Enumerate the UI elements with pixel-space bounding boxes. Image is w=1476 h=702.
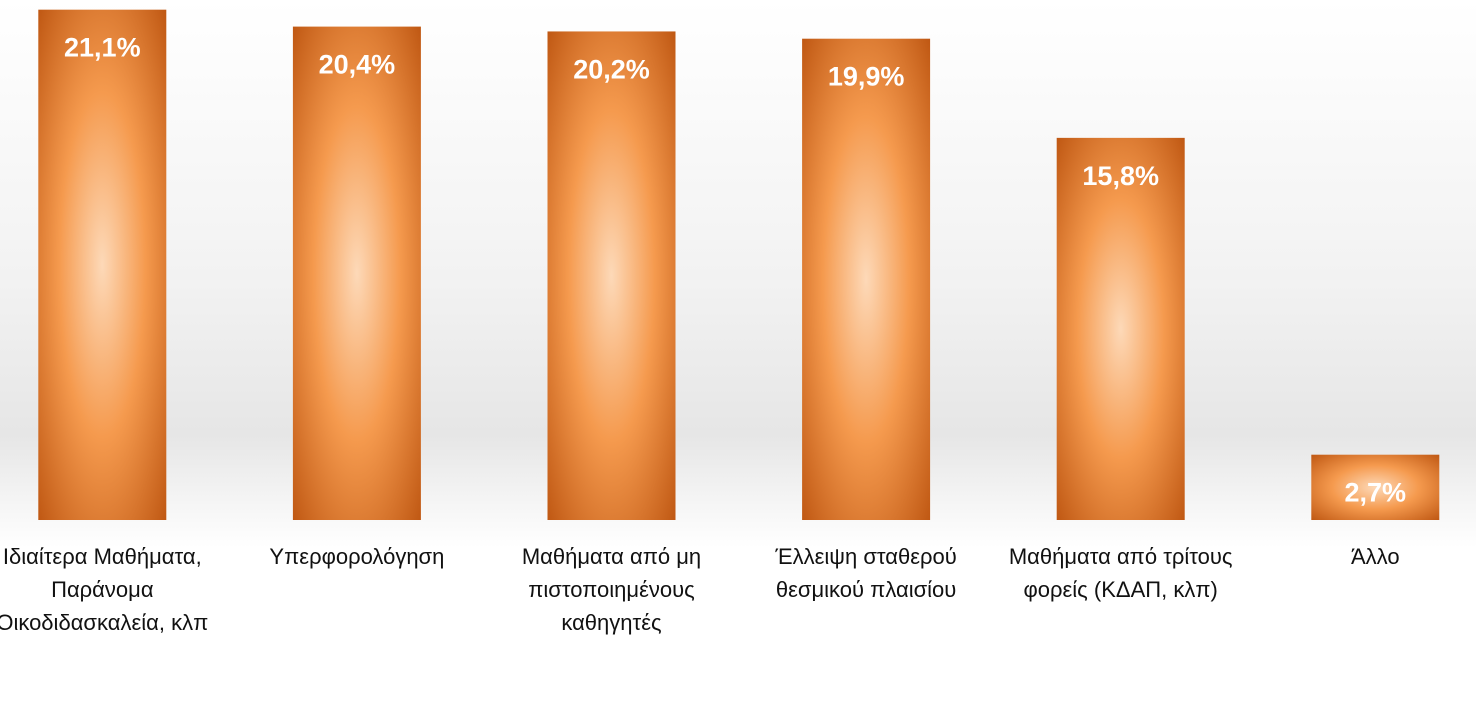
x-tick-label: Ιδιαίτερα Μαθήματα, Παράνομα Οικοδιδασκα… <box>0 544 209 635</box>
value-label: 20,2% <box>573 54 650 84</box>
bar <box>802 38 931 521</box>
bar <box>547 31 676 520</box>
x-tick-label: Έλλειψη σταθερού θεσμικού πλαισίου <box>775 544 957 602</box>
bar <box>292 26 421 521</box>
value-label: 2,7% <box>1345 478 1407 508</box>
value-label: 21,1% <box>64 33 141 63</box>
value-label: 19,9% <box>828 62 905 92</box>
bar <box>1311 454 1440 520</box>
value-label: 15,8% <box>1082 161 1159 191</box>
value-label: 20,4% <box>319 50 396 80</box>
x-tick-label: Υπερφορολόγηση <box>269 544 445 569</box>
x-tick-label: Μαθήματα από μη πιστοποιημένους καθηγητέ… <box>521 544 702 635</box>
bar <box>38 9 167 521</box>
x-tick-label: Μαθήματα από τρίτους φορείς (ΚΔΑΠ, κλπ) <box>1008 544 1233 602</box>
x-tick-label: Άλλο <box>1351 544 1400 569</box>
bar <box>1056 137 1185 520</box>
